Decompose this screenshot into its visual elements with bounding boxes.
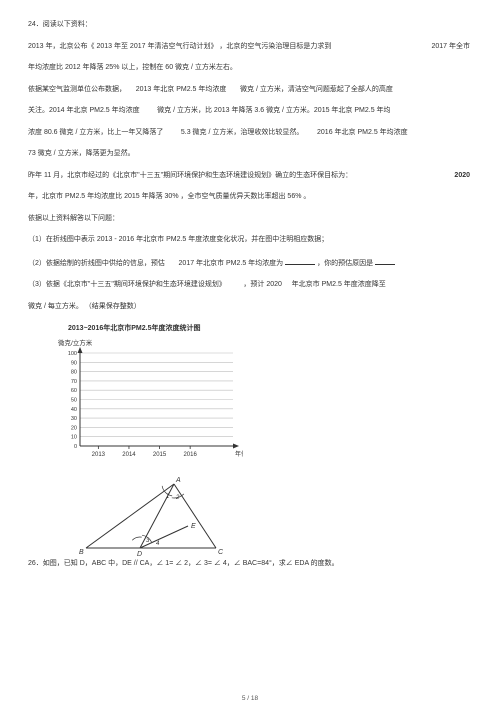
q24-sub3b: ，预计 2020 [243, 281, 282, 288]
q24-p5c: 2016 年北京 PM2.5 年均浓度 [317, 129, 408, 136]
chart-title: 2013~2016年北京市PM2.5年度浓度统计图 [68, 323, 472, 333]
q24-sub3c: 年北京市 PM2.5 年度浓度降至 [292, 281, 386, 288]
svg-text:2015: 2015 [153, 452, 167, 458]
svg-text:年份: 年份 [235, 450, 243, 458]
q24-p4b: 微克 / 立方米，比 2013 年降落 3.6 微克 / 立方米。2015 年北… [157, 107, 390, 114]
svg-text:2014: 2014 [122, 452, 136, 458]
svg-text:4: 4 [156, 541, 160, 547]
q24-p6: 73 微克 / 立方米，降落更为显然。 [28, 150, 135, 157]
q24-sub3a: （3）依据《北京市"十三五"期间环境保护和生态环境建设规划》 [28, 281, 226, 288]
svg-text:100: 100 [68, 351, 77, 357]
svg-text:30: 30 [71, 416, 77, 422]
q24-p3b: 2013 年北京 PM2.5 年均浓度 [136, 86, 227, 93]
q24-intro: 阅读以下资料： [43, 21, 92, 28]
svg-text:40: 40 [71, 407, 77, 413]
svg-text:70: 70 [71, 379, 77, 385]
q24-p2: 年均浓度比 2012 年降落 25% 以上，控制在 60 微克 / 立方米左右。 [28, 64, 237, 71]
q24-sub4: 微克 / 每立方米。 （结果保存整数） [28, 303, 141, 310]
q24-p1a: 2013 年，北京公布《 2013 年至 2017 年清洁空气行动计划》 ，北京… [28, 43, 331, 50]
chart-svg: 10090807060504030201002013201420152016年份 [58, 347, 243, 462]
page-footer: 5 / 18 [0, 695, 500, 702]
svg-text:60: 60 [71, 388, 77, 394]
geometry-figure: ABCDE1234 [78, 476, 472, 556]
svg-text:B: B [79, 549, 84, 556]
q24-sub1: （1）在折线图中表示 2013 - 2016 年北京市 PM2.5 年度浓度变化… [28, 236, 328, 243]
blank-1 [285, 257, 315, 265]
svg-text:20: 20 [71, 425, 77, 431]
svg-text:10: 10 [71, 435, 77, 441]
svg-text:2016: 2016 [183, 452, 197, 458]
blank-2 [375, 257, 395, 265]
q24-number: 24． [28, 21, 43, 28]
svg-text:80: 80 [71, 370, 77, 376]
chart-container: 2013~2016年北京市PM2.5年度浓度统计图 微克/立方米 1009080… [58, 323, 472, 462]
q24-sub2a: （2）依据绘制的折线图中供给的信息，预估 [28, 260, 165, 267]
q24-p7a: 昨年 11 月，北京市经过的《北京市"十三五"期间环境保护和生态环境建设规划》确… [28, 172, 352, 179]
q26-text: 26．如图，已知 D，ABC 中，DE // CA，∠ 1= ∠ 2，∠ 3= … [28, 560, 339, 567]
q24-p7-year: 2020 [454, 171, 470, 182]
q24-p9: 依据以上资料解答以下问题： [28, 215, 119, 222]
svg-text:2013: 2013 [92, 452, 106, 458]
q24-p5a: 浓度 80.6 微克 / 立方米，比上一年又降落了 [28, 129, 163, 136]
svg-text:C: C [218, 549, 224, 556]
svg-text:0: 0 [74, 444, 77, 450]
svg-text:D: D [137, 551, 142, 556]
svg-text:90: 90 [71, 360, 77, 366]
q24-p1-year: 2017 年全市 [431, 42, 470, 53]
chart-ylabel: 微克/立方米 [58, 337, 243, 347]
svg-text:A: A [175, 477, 181, 484]
svg-text:E: E [191, 523, 196, 530]
q24-p4a: 关注。2014 年北京 PM2.5 年均浓度 [28, 107, 140, 114]
q24-sub2c: ，你的预估原因是 [317, 260, 373, 267]
q24-p3a: 依据某空气监测单位公布数据， [28, 86, 126, 93]
q24-p3c: 微克 / 立方米，清洁空气问题惹起了全部人的高度 [240, 86, 393, 93]
q24-p8: 年，北京市 PM2.5 年均浓度比 2015 年降落 30% ，全市空气质量优异… [28, 193, 310, 200]
q24-p5b: 5.3 微克 / 立方米，治理收效比较显然。 [181, 129, 304, 136]
svg-text:50: 50 [71, 398, 77, 404]
q24-sub2b: 2017 年北京市 PM2.5 年均浓度为 [179, 260, 284, 267]
